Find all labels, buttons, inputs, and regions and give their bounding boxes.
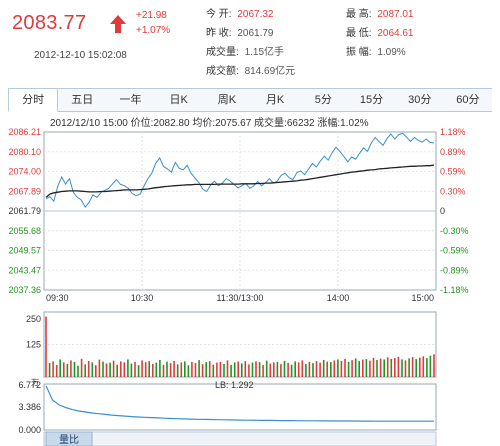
tab-4[interactable]: 周K <box>217 94 237 106</box>
stat-high: 最 高: 2087.01 <box>346 5 414 23</box>
stat-prev-close-value: 2061.79 <box>237 28 274 39</box>
volume-y-tick: 250 <box>26 314 41 324</box>
stat-amplitude: 振 幅: 1.09% <box>346 43 406 61</box>
tab-1[interactable]: 五日 <box>71 94 94 106</box>
ratio-tab[interactable] <box>45 431 93 446</box>
price-y-tick: 2049.57 <box>8 246 41 256</box>
tab-2[interactable]: 一年 <box>119 94 142 106</box>
stat-high-value: 2087.01 <box>377 9 414 20</box>
stat-high-label: 最 高: <box>346 9 372 20</box>
avg-price-line <box>45 164 435 198</box>
chart-area: 2012/12/10 15:00 价位:2082.80 均价:2075.67 成… <box>0 112 500 446</box>
tab-6[interactable]: 5分 <box>314 94 332 106</box>
ratio-label: LB: 1.292 <box>215 380 254 390</box>
period-tabs: 分时 五日 一年 日K 周K 月K 5分 15分 30分 60分 <box>8 88 492 112</box>
stat-amount-value: 814.69亿元 <box>244 66 296 77</box>
time-x-tick: 14:00 <box>327 293 350 303</box>
ratio-y-tick: 3.386 <box>18 402 41 412</box>
intraday-chart: 2012/12/10 15:00 价位:2082.80 均价:2075.67 成… <box>8 116 469 446</box>
tab-7[interactable]: 15分 <box>359 94 384 106</box>
price-y-tick: 2037.36 <box>8 285 41 295</box>
price-y-tick: 2043.47 <box>8 265 41 275</box>
ratio-y-tick: 0.000 <box>18 425 41 435</box>
bottom-tab-bar <box>43 431 437 446</box>
time-x-tick: 11:30/13:00 <box>217 293 264 303</box>
stat-low-label: 最 低: <box>346 28 372 39</box>
pct-y-tick: -1.18% <box>440 285 469 295</box>
stat-volume-label: 成交量: <box>206 47 239 58</box>
change-value: +21.98 <box>136 10 167 21</box>
tab-3[interactable]: 日K <box>169 94 188 106</box>
up-arrow-icon <box>110 15 126 33</box>
volume-unit-label: 万 <box>31 378 39 387</box>
quote-timestamp: 2012-12-10 15:02:08 <box>34 50 127 61</box>
stat-amount-label: 成交额: <box>206 66 239 77</box>
stat-low: 最 低: 2064.61 <box>346 24 414 42</box>
ratio-line <box>45 385 434 422</box>
pct-y-tick: -0.89% <box>440 265 469 275</box>
pct-y-tick: 0.89% <box>440 147 466 157</box>
time-x-tick: 09:30 <box>46 293 69 303</box>
volume-y-tick: 125 <box>26 340 41 350</box>
price-y-tick: 2061.79 <box>8 206 41 216</box>
stat-amplitude-value: 1.09% <box>377 47 406 58</box>
stat-amount: 成交额: 814.69亿元 <box>206 62 295 80</box>
stat-open-label: 今 开: <box>206 9 232 20</box>
stat-prev-close: 昨 收: 2061.79 <box>206 24 274 42</box>
stat-amplitude-label: 振 幅: <box>346 47 372 58</box>
price-line <box>45 132 435 208</box>
price-y-tick: 2055.68 <box>8 226 41 236</box>
pct-y-tick: 0 <box>440 206 445 216</box>
quote-header: 2083.77 +21.98 +1.07% 2012-12-10 15:02:0… <box>0 0 500 78</box>
stat-open: 今 开: 2067.32 <box>206 5 274 23</box>
ratio-y-tick: 6.772 <box>18 380 41 390</box>
pct-y-tick: -0.30% <box>440 226 469 236</box>
pct-y-tick: 0.30% <box>440 186 466 196</box>
stat-prev-close-label: 昨 收: <box>206 28 232 39</box>
pct-y-tick: 1.18% <box>440 127 466 137</box>
price-y-tick: 2074.00 <box>8 167 41 177</box>
change-percent: +1.07% <box>136 25 171 36</box>
price-y-tick: 2086.21 <box>8 127 41 137</box>
ratio-tab-label: 量比 <box>59 434 79 446</box>
pct-y-tick: -0.59% <box>440 246 469 256</box>
tab-5[interactable]: 月K <box>265 94 285 106</box>
stat-volume-value: 1.15亿手 <box>244 47 285 58</box>
pct-y-tick: 0.59% <box>440 167 466 177</box>
ratio-panel-frame <box>43 383 437 431</box>
time-x-tick: 15:00 <box>411 293 434 303</box>
stat-volume: 成交量: 1.15亿手 <box>206 43 284 61</box>
tab-9[interactable]: 60分 <box>456 94 480 106</box>
tab-8[interactable]: 30分 <box>408 94 432 106</box>
price-y-tick: 2080.10 <box>8 147 41 157</box>
stat-open-value: 2067.32 <box>237 9 274 20</box>
stat-low-value: 2064.61 <box>377 28 414 39</box>
tab-0[interactable]: 分时 <box>8 88 59 112</box>
index-price: 2083.77 <box>12 12 87 34</box>
chart-info-bar: 2012/12/10 15:00 价位:2082.80 均价:2075.67 成… <box>50 116 369 129</box>
time-x-tick: 10:30 <box>131 293 154 303</box>
price-y-tick: 2067.89 <box>8 186 41 196</box>
